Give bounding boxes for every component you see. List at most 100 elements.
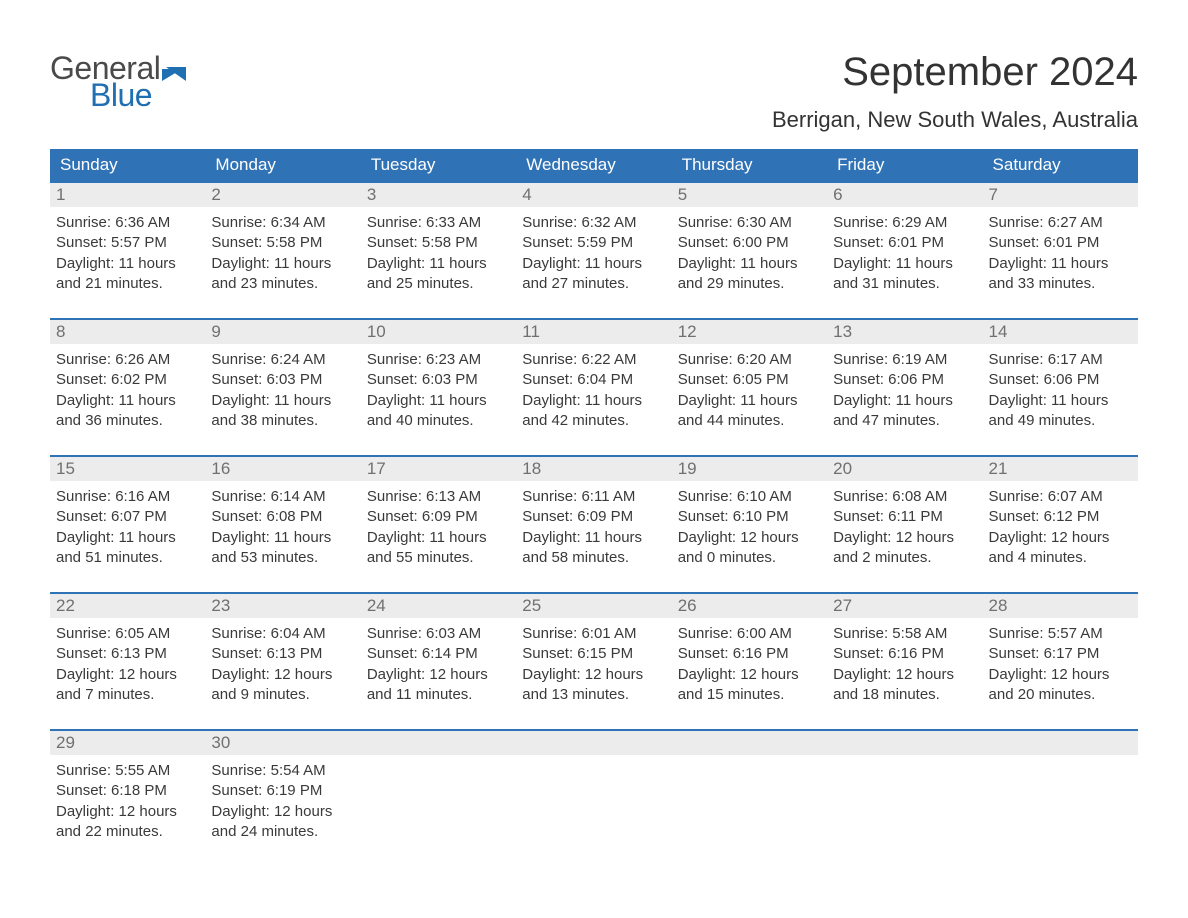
day-body xyxy=(827,755,982,843)
daynum-row xyxy=(827,731,982,755)
daynum-row xyxy=(983,731,1138,755)
sunrise-line: Sunrise: 6:16 AM xyxy=(56,487,199,507)
day-cell: 17Sunrise: 6:13 AMSunset: 6:09 PMDayligh… xyxy=(361,457,516,578)
day-number: 14 xyxy=(983,320,1138,344)
sunset-line: Sunset: 6:16 PM xyxy=(678,644,821,664)
daylight-line: Daylight: 11 hours and 40 minutes. xyxy=(367,391,510,432)
daynum-row: 10 xyxy=(361,320,516,344)
sunrise-line: Sunrise: 5:58 AM xyxy=(833,624,976,644)
daynum-row: 26 xyxy=(672,594,827,618)
sunset-line: Sunset: 6:13 PM xyxy=(211,644,354,664)
day-cell: 11Sunrise: 6:22 AMSunset: 6:04 PMDayligh… xyxy=(516,320,671,441)
day-number: 2 xyxy=(205,183,360,207)
brand-logo: General Blue xyxy=(50,50,194,114)
daynum-row: 20 xyxy=(827,457,982,481)
sunset-line: Sunset: 5:58 PM xyxy=(211,233,354,253)
daylight-line: Daylight: 12 hours and 20 minutes. xyxy=(989,665,1132,706)
daynum-row: 16 xyxy=(205,457,360,481)
day-body: Sunrise: 6:08 AMSunset: 6:11 PMDaylight:… xyxy=(827,481,982,578)
dow-cell: Thursday xyxy=(672,149,827,181)
daynum-row: 4 xyxy=(516,183,671,207)
day-cell: 28Sunrise: 5:57 AMSunset: 6:17 PMDayligh… xyxy=(983,594,1138,715)
daylight-line: Daylight: 11 hours and 33 minutes. xyxy=(989,254,1132,295)
dow-cell: Saturday xyxy=(983,149,1138,181)
daynum-row: 18 xyxy=(516,457,671,481)
day-cell: 6Sunrise: 6:29 AMSunset: 6:01 PMDaylight… xyxy=(827,183,982,304)
sunset-line: Sunset: 6:00 PM xyxy=(678,233,821,253)
day-body: Sunrise: 6:26 AMSunset: 6:02 PMDaylight:… xyxy=(50,344,205,441)
daylight-line: Daylight: 12 hours and 11 minutes. xyxy=(367,665,510,706)
day-body: Sunrise: 6:16 AMSunset: 6:07 PMDaylight:… xyxy=(50,481,205,578)
daylight-line: Daylight: 11 hours and 29 minutes. xyxy=(678,254,821,295)
daynum-row: 27 xyxy=(827,594,982,618)
sunset-line: Sunset: 6:03 PM xyxy=(211,370,354,390)
sunset-line: Sunset: 5:59 PM xyxy=(522,233,665,253)
daylight-line: Daylight: 11 hours and 53 minutes. xyxy=(211,528,354,569)
daynum-row: 9 xyxy=(205,320,360,344)
sunset-line: Sunset: 6:03 PM xyxy=(367,370,510,390)
daynum-row: 19 xyxy=(672,457,827,481)
day-body: Sunrise: 6:00 AMSunset: 6:16 PMDaylight:… xyxy=(672,618,827,715)
sunrise-line: Sunrise: 5:54 AM xyxy=(211,761,354,781)
day-body: Sunrise: 6:32 AMSunset: 5:59 PMDaylight:… xyxy=(516,207,671,304)
daynum-row: 12 xyxy=(672,320,827,344)
sunset-line: Sunset: 6:09 PM xyxy=(367,507,510,527)
dow-cell: Sunday xyxy=(50,149,205,181)
day-cell: 18Sunrise: 6:11 AMSunset: 6:09 PMDayligh… xyxy=(516,457,671,578)
daylight-line: Daylight: 12 hours and 18 minutes. xyxy=(833,665,976,706)
sunset-line: Sunset: 6:14 PM xyxy=(367,644,510,664)
day-body: Sunrise: 6:07 AMSunset: 6:12 PMDaylight:… xyxy=(983,481,1138,578)
daynum-row: 23 xyxy=(205,594,360,618)
sunset-line: Sunset: 6:17 PM xyxy=(989,644,1132,664)
day-cell: 15Sunrise: 6:16 AMSunset: 6:07 PMDayligh… xyxy=(50,457,205,578)
sunset-line: Sunset: 6:15 PM xyxy=(522,644,665,664)
day-body: Sunrise: 6:30 AMSunset: 6:00 PMDaylight:… xyxy=(672,207,827,304)
day-body: Sunrise: 6:22 AMSunset: 6:04 PMDaylight:… xyxy=(516,344,671,441)
day-body: Sunrise: 6:34 AMSunset: 5:58 PMDaylight:… xyxy=(205,207,360,304)
day-cell: 1Sunrise: 6:36 AMSunset: 5:57 PMDaylight… xyxy=(50,183,205,304)
day-cell: 27Sunrise: 5:58 AMSunset: 6:16 PMDayligh… xyxy=(827,594,982,715)
sunset-line: Sunset: 6:07 PM xyxy=(56,507,199,527)
day-number: 24 xyxy=(361,594,516,618)
day-cell: 30Sunrise: 5:54 AMSunset: 6:19 PMDayligh… xyxy=(205,731,360,852)
daynum-row: 11 xyxy=(516,320,671,344)
sunrise-line: Sunrise: 6:04 AM xyxy=(211,624,354,644)
day-number xyxy=(827,731,982,755)
day-number: 21 xyxy=(983,457,1138,481)
sunrise-line: Sunrise: 6:20 AM xyxy=(678,350,821,370)
day-number: 15 xyxy=(50,457,205,481)
day-number: 3 xyxy=(361,183,516,207)
day-cell: 13Sunrise: 6:19 AMSunset: 6:06 PMDayligh… xyxy=(827,320,982,441)
daylight-line: Daylight: 11 hours and 58 minutes. xyxy=(522,528,665,569)
day-body: Sunrise: 5:57 AMSunset: 6:17 PMDaylight:… xyxy=(983,618,1138,715)
sunset-line: Sunset: 6:19 PM xyxy=(211,781,354,801)
sunrise-line: Sunrise: 6:00 AM xyxy=(678,624,821,644)
week-row: 29Sunrise: 5:55 AMSunset: 6:18 PMDayligh… xyxy=(50,729,1138,852)
day-body xyxy=(672,755,827,843)
daynum-row: 15 xyxy=(50,457,205,481)
sunset-line: Sunset: 6:06 PM xyxy=(833,370,976,390)
sunset-line: Sunset: 6:18 PM xyxy=(56,781,199,801)
day-cell: 3Sunrise: 6:33 AMSunset: 5:58 PMDaylight… xyxy=(361,183,516,304)
day-number xyxy=(361,731,516,755)
day-number: 19 xyxy=(672,457,827,481)
sunset-line: Sunset: 6:05 PM xyxy=(678,370,821,390)
dow-cell: Friday xyxy=(827,149,982,181)
day-number: 12 xyxy=(672,320,827,344)
sunrise-line: Sunrise: 6:08 AM xyxy=(833,487,976,507)
day-cell: 24Sunrise: 6:03 AMSunset: 6:14 PMDayligh… xyxy=(361,594,516,715)
flag-icon xyxy=(162,61,194,81)
sunrise-line: Sunrise: 6:34 AM xyxy=(211,213,354,233)
daylight-line: Daylight: 12 hours and 7 minutes. xyxy=(56,665,199,706)
day-cell: 21Sunrise: 6:07 AMSunset: 6:12 PMDayligh… xyxy=(983,457,1138,578)
day-cell: 29Sunrise: 5:55 AMSunset: 6:18 PMDayligh… xyxy=(50,731,205,852)
day-number: 7 xyxy=(983,183,1138,207)
day-cell: 20Sunrise: 6:08 AMSunset: 6:11 PMDayligh… xyxy=(827,457,982,578)
week-row: 8Sunrise: 6:26 AMSunset: 6:02 PMDaylight… xyxy=(50,318,1138,441)
day-cell: 9Sunrise: 6:24 AMSunset: 6:03 PMDaylight… xyxy=(205,320,360,441)
dow-cell: Monday xyxy=(205,149,360,181)
day-body: Sunrise: 6:04 AMSunset: 6:13 PMDaylight:… xyxy=(205,618,360,715)
day-body: Sunrise: 6:27 AMSunset: 6:01 PMDaylight:… xyxy=(983,207,1138,304)
sunset-line: Sunset: 6:01 PM xyxy=(989,233,1132,253)
day-cell: 25Sunrise: 6:01 AMSunset: 6:15 PMDayligh… xyxy=(516,594,671,715)
